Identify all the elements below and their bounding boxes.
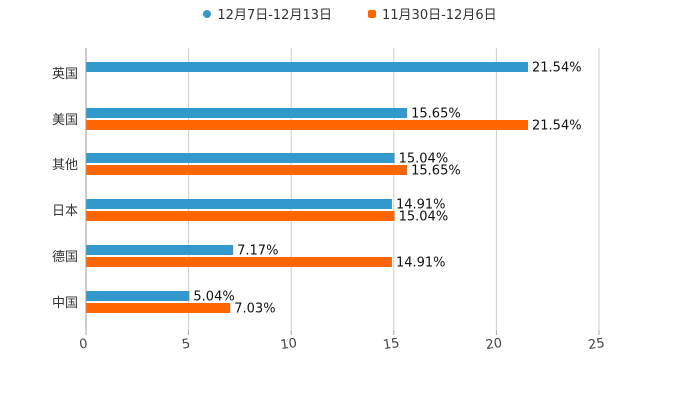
bar-series-2-4[interactable]: [86, 257, 392, 267]
data-label-series-2-4: 14.91%: [396, 256, 446, 271]
data-label-series-2-2: 15.65%: [411, 164, 461, 179]
bar-series-1-5[interactable]: [86, 291, 190, 301]
x-tick-label-20: 20: [485, 336, 503, 353]
bar-series-2-3[interactable]: [86, 211, 395, 221]
bar-series-2-1[interactable]: [86, 120, 529, 130]
grid-lines: [188, 48, 600, 330]
bar-series-1-2[interactable]: [86, 153, 395, 163]
legend-item-series-2[interactable]: 11月30日-12月6日: [368, 4, 497, 23]
category-label-4: 德国: [52, 250, 78, 265]
data-label-series-1-0: 21.54%: [532, 61, 582, 76]
data-label-series-1-2: 15.04%: [399, 152, 449, 167]
x-tick-label-25: 25: [587, 336, 605, 353]
category-label-2: 其他: [52, 158, 78, 173]
legend-marker-series-2: [368, 9, 376, 18]
x-tick-label-5: 5: [181, 337, 191, 353]
category-label-5: 中国: [52, 296, 78, 311]
x-tick-label-10: 10: [279, 336, 297, 353]
bar-series-2-2[interactable]: [86, 165, 408, 175]
legend-label-series-2: 11月30日-12月6日: [382, 8, 497, 23]
bar-marks: [86, 62, 529, 313]
bar-series-1-0[interactable]: [86, 62, 529, 72]
data-label-series-2-1: 21.54%: [532, 119, 582, 134]
x-tick-label-0: 0: [78, 337, 88, 353]
legend-marker-series-1: [203, 9, 212, 18]
bar-series-1-4[interactable]: [86, 245, 234, 255]
category-label-1: 美国: [52, 113, 78, 128]
category-label-0: 英国: [52, 67, 78, 82]
bar-series-2-5[interactable]: [86, 303, 231, 313]
data-label-series-2-5: 7.03%: [234, 302, 275, 317]
category-label-3: 日本: [52, 204, 78, 219]
chart-legend: 12月7日-12月13日 11月30日-12月6日: [0, 4, 700, 23]
data-labels: 21.54%15.65%15.04%14.91%7.17%5.04%21.54%…: [193, 61, 581, 317]
data-label-series-2-3: 15.04%: [399, 210, 449, 225]
data-label-series-1-5: 5.04%: [193, 290, 234, 305]
data-label-series-1-4: 7.17%: [237, 244, 278, 259]
bar-series-1-1[interactable]: [86, 108, 408, 118]
x-tick-label-15: 15: [382, 336, 400, 353]
data-label-series-1-3: 14.91%: [396, 198, 446, 213]
data-label-series-1-1: 15.65%: [411, 107, 461, 122]
legend-label-series-1: 12月7日-12月13日: [217, 8, 332, 23]
bar-series-1-3[interactable]: [86, 199, 392, 209]
legend-item-series-1[interactable]: 12月7日-12月13日: [203, 4, 332, 23]
